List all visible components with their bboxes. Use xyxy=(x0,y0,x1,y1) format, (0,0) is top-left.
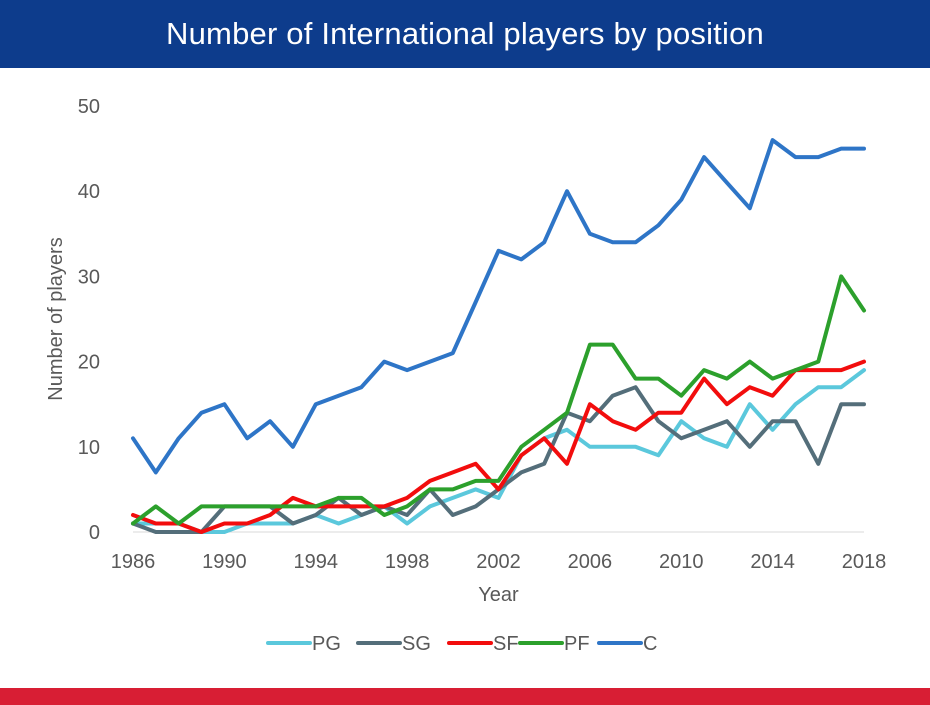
x-axis-title: Year xyxy=(478,584,519,606)
legend-label-pf: PF xyxy=(564,633,590,655)
x-tick-label: 1998 xyxy=(385,551,430,573)
series-line-c xyxy=(131,138,866,475)
y-tick-label: 50 xyxy=(78,96,100,118)
y-tick-label: 0 xyxy=(89,522,100,544)
legend-label-c: C xyxy=(643,633,657,655)
x-tick-label: 1986 xyxy=(111,551,156,573)
x-tick-label: 2002 xyxy=(476,551,521,573)
series-line-pg xyxy=(131,368,866,534)
y-tick-label: 20 xyxy=(78,352,100,374)
legend-label-sf: SF xyxy=(493,633,519,655)
legend-label-pg: PG xyxy=(312,633,341,655)
x-tick-label: 2018 xyxy=(842,551,887,573)
y-tick-label: 10 xyxy=(78,437,100,459)
series-line-pf xyxy=(131,274,866,526)
x-tick-label: 2014 xyxy=(750,551,795,573)
x-tick-label: 2006 xyxy=(568,551,613,573)
y-tick-label: 30 xyxy=(78,266,100,288)
x-tick-label: 1994 xyxy=(294,551,339,573)
legend-label-sg: SG xyxy=(402,633,431,655)
title-banner: Number of International players by posit… xyxy=(0,0,930,68)
x-tick-label: 1990 xyxy=(202,551,247,573)
y-tick-label: 40 xyxy=(78,181,100,203)
series-line-sf xyxy=(131,359,866,534)
x-tick-label: 2010 xyxy=(659,551,704,573)
chart-title: Number of International players by posit… xyxy=(166,16,764,51)
y-axis-title: Number of players xyxy=(45,237,67,400)
bottom-accent-bar xyxy=(0,688,930,705)
